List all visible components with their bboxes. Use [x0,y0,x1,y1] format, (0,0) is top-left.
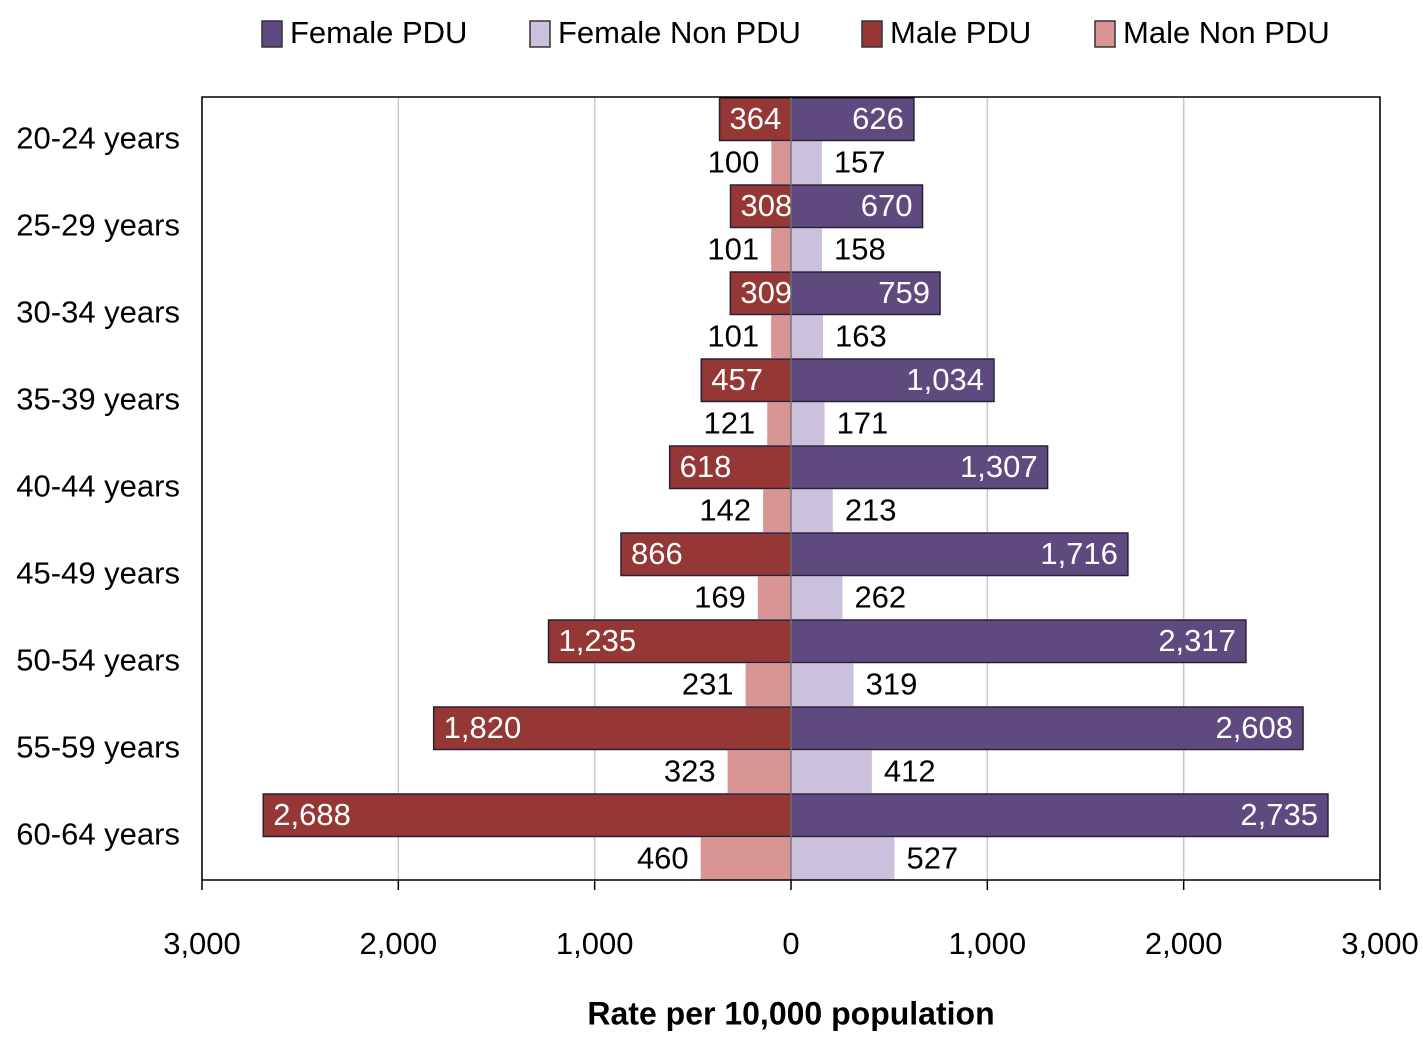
bar [729,271,792,316]
bar [757,576,791,619]
data-label: 1,235 [559,623,637,658]
data-label: 319 [866,666,918,701]
data-label: 163 [835,318,887,353]
legend-swatch [261,20,283,48]
plot-frame [201,96,1381,881]
bar [790,445,1049,490]
y-tick-label: 50-54 years [16,643,180,678]
legend-swatch [1094,20,1116,48]
legend-swatch [861,20,883,48]
x-tick-label: 3,000 [1341,926,1419,961]
data-label: 213 [845,492,897,527]
data-label: 626 [852,101,904,136]
bar [790,97,915,142]
bar [432,706,792,751]
bar [791,837,895,880]
x-tick-label: 1,000 [949,926,1027,961]
bar [771,141,791,184]
bar [791,489,833,532]
y-tick-label: 55-59 years [16,730,180,765]
y-tick-label: 45-49 years [16,556,180,591]
data-label: 412 [884,753,936,788]
y-tick-label: 60-64 years [16,817,180,852]
bar [791,315,824,358]
bar [727,750,791,793]
data-label: 158 [834,231,886,266]
bar [718,97,792,142]
data-label: 121 [704,405,756,440]
x-tick-label: 3,000 [163,926,241,961]
data-label: 759 [878,275,930,310]
bar [700,837,791,880]
data-label: 309 [740,275,792,310]
data-label: 618 [680,449,732,484]
bar [790,706,1304,751]
data-label: 1,034 [906,362,984,397]
x-axis-title: Rate per 10,000 population [587,995,994,1031]
data-label: 2,735 [1240,797,1318,832]
y-tick-label: 30-34 years [16,295,180,330]
bar [767,402,791,445]
data-label: 457 [711,362,763,397]
bar [790,793,1329,838]
x-tick-label: 0 [782,926,799,961]
x-tick-label: 1,000 [556,926,634,961]
legend-swatch [529,20,551,48]
data-label: 262 [854,579,906,614]
bar [262,793,792,838]
legend-label: Male Non PDU [1123,15,1330,50]
data-label: 308 [741,188,793,223]
data-label: 2,608 [1215,710,1293,745]
bar [745,663,791,706]
y-tick-label: 20-24 years [16,121,180,156]
data-label: 157 [834,144,886,179]
bar [771,228,791,271]
data-label: 323 [664,753,716,788]
x-tick-label: 2,000 [1145,926,1223,961]
data-label: 527 [906,840,958,875]
bar [791,663,854,706]
data-label: 670 [861,188,913,223]
data-label: 866 [631,536,683,571]
data-label: 2,688 [273,797,351,832]
bar [763,489,791,532]
data-label: 171 [837,405,889,440]
bar [547,619,792,664]
data-label: 1,716 [1040,536,1118,571]
y-tick-label: 25-29 years [16,208,180,243]
legend-label: Female Non PDU [558,15,801,50]
y-tick-label: 40-44 years [16,469,180,504]
data-label: 169 [694,579,746,614]
bar [791,402,825,445]
data-label: 460 [637,840,689,875]
bar [791,228,823,271]
data-label: 142 [699,492,751,527]
bar [790,271,941,316]
data-label: 2,317 [1158,623,1236,658]
legend-label: Male PDU [890,15,1031,50]
y-tick-label: 35-39 years [16,382,180,417]
bar [771,315,791,358]
bar [791,750,872,793]
bar [700,358,792,403]
bar [790,619,1247,664]
data-label: 231 [682,666,734,701]
x-tick-label: 2,000 [360,926,438,961]
data-label: 101 [707,231,759,266]
data-label: 1,820 [444,710,522,745]
data-label: 1,307 [960,449,1038,484]
bar [620,532,792,577]
data-label: 364 [730,101,782,136]
data-label: 101 [707,318,759,353]
bar [668,445,792,490]
legend-label: Female PDU [290,15,467,50]
bar [791,576,843,619]
data-label: 100 [708,144,760,179]
bar [729,184,792,229]
bar [791,141,822,184]
